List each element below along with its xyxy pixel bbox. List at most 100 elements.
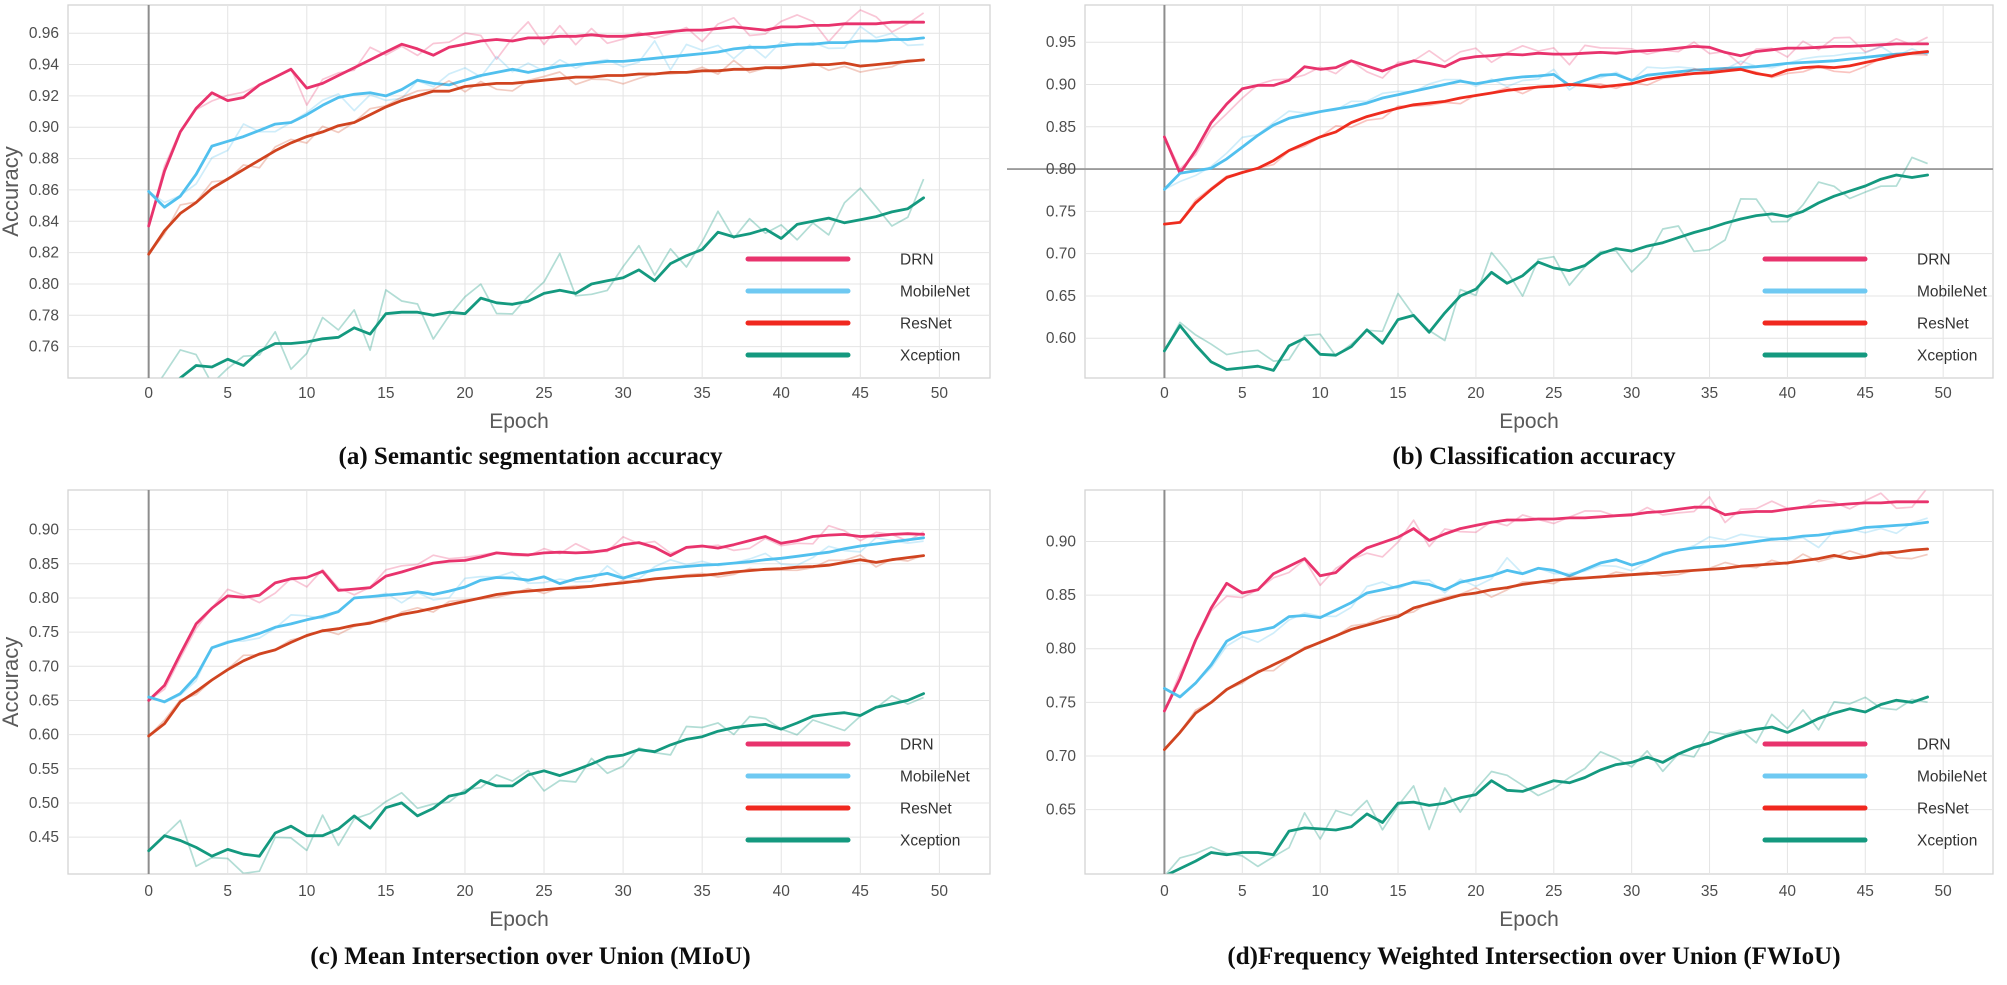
drn-line [1162, 42, 1929, 175]
legend-label-drn: DRN [900, 737, 934, 754]
x-tick-label: 5 [223, 883, 232, 900]
mobilenet-line [1162, 51, 1929, 191]
xception-raw-line [160, 178, 925, 378]
y-tick-label: 0.90 [1046, 533, 1077, 550]
panel-miou: 0.45 0.50 0.55 0.60 0.65 0.70 0.75 0.80 0.85 0.90… [0, 482, 1003, 985]
x-tick-label: 20 [456, 883, 474, 900]
series-group [1162, 36, 1929, 372]
drn-line [147, 20, 925, 228]
legend-label-mobilenet: MobileNet [1917, 284, 1987, 301]
caption-a: (a) Semantic segmentation accuracy [338, 443, 723, 470]
x-tick-label: 15 [377, 385, 394, 402]
x-axis-label: Epoch [489, 908, 549, 931]
y-tick-label: 0.80 [29, 590, 60, 607]
x-tick-label: 50 [1935, 385, 1953, 402]
x-tick-label: 30 [614, 385, 632, 402]
x-tick-label: 20 [1467, 883, 1485, 900]
legend-label-mobilenet: MobileNet [900, 284, 970, 301]
y-tick-label: 0.45 [29, 829, 59, 846]
legend-label-xception: Xception [900, 348, 960, 365]
x-tick-label: 5 [223, 385, 232, 402]
x-tick-label: 40 [773, 883, 791, 900]
y-tick-label: 0.80 [1046, 161, 1077, 178]
x-tick-label: 50 [931, 385, 949, 402]
x-tick-label: 5 [1238, 385, 1247, 402]
x-tick-label: 0 [144, 385, 153, 402]
y-tick-label: 0.96 [29, 25, 59, 42]
legend-label-mobilenet: MobileNet [900, 769, 970, 786]
caption-b: (b) Classification accuracy [1392, 443, 1676, 470]
legend-label-resnet: ResNet [900, 801, 952, 818]
panel-semantic-segmentation-accuracy: 0.76 0.78 0.80 0.82 0.84 0.86 0.88 0.90 0.92 0.94… [0, 0, 1003, 482]
x-tick-label: 20 [456, 385, 474, 402]
x-tick-label: 35 [694, 385, 711, 402]
chart-classification-accuracy: 0.60 0.65 0.70 0.75 0.80 0.85 0.90 0.95 0 5 10 15 20… [1007, 4, 1994, 433]
x-tick-label: 40 [1779, 883, 1797, 900]
legend-label-resnet: ResNet [900, 316, 952, 333]
x-tick-label: 0 [1160, 385, 1169, 402]
y-tick-label: 0.75 [1046, 203, 1076, 220]
series-group [147, 524, 925, 874]
x-tick-label: 30 [614, 883, 632, 900]
y-tick-label: 0.90 [1046, 77, 1077, 94]
mobilenet-line [1162, 520, 1929, 699]
legend-label-xception: Xception [900, 833, 960, 850]
x-axis-label: Epoch [1499, 410, 1559, 433]
y-tick-label: 0.50 [29, 795, 60, 812]
series-group [147, 9, 925, 378]
x-tick-label: 50 [931, 883, 949, 900]
x-tick-label: 45 [1857, 883, 1874, 900]
y-tick-label: 0.94 [29, 57, 60, 74]
y-tick-label: 0.60 [29, 727, 60, 744]
series-group [1162, 490, 1929, 874]
chart-miou: 0.45 0.50 0.55 0.60 0.65 0.70 0.75 0.80 0.85 0.90… [0, 489, 991, 931]
y-tick-label: 0.55 [29, 761, 59, 778]
y-tick-label: 0.75 [1046, 694, 1076, 711]
xception-line [1166, 695, 1929, 874]
y-tick-label: 0.90 [29, 522, 60, 539]
x-tick-label: 5 [1238, 883, 1247, 900]
resnet-line [1162, 547, 1929, 752]
x-tick-label: 45 [852, 883, 869, 900]
legend-label-xception: Xception [1917, 833, 1977, 850]
x-tick-label: 25 [1545, 883, 1562, 900]
panel-fwiou: 0.65 0.70 0.75 0.80 0.85 0.90 0 5 10 15 20 25 30 35 40… [1003, 482, 2007, 985]
y-tick-label: 0.85 [29, 556, 59, 573]
y-tick-label: 0.76 [29, 339, 59, 356]
x-axis-label: Epoch [489, 410, 549, 433]
caption-c: (c) Mean Intersection over Union (MIoU) [310, 943, 751, 970]
x-tick-label: 35 [694, 883, 711, 900]
y-tick-label: 0.84 [29, 213, 60, 230]
y-axis-label: Accuracy [0, 637, 23, 727]
x-tick-label: 15 [1389, 385, 1406, 402]
y-tick-label: 0.80 [29, 276, 60, 293]
xception-line [178, 196, 925, 378]
legend-label-resnet: ResNet [1917, 801, 1969, 818]
y-tick-label: 0.85 [1046, 119, 1076, 136]
y-tick-label: 0.65 [29, 692, 59, 709]
y-tick-label: 0.60 [1046, 330, 1077, 347]
xception-raw-line [1163, 156, 1928, 362]
x-tick-label: 25 [535, 385, 552, 402]
y-tick-label: 0.75 [29, 624, 59, 641]
x-tick-label: 30 [1623, 385, 1641, 402]
chart-semantic-segmentation-accuracy: 0.76 0.78 0.80 0.82 0.84 0.86 0.88 0.90 0.92 0.94… [0, 4, 991, 433]
x-tick-label: 25 [1545, 385, 1562, 402]
x-tick-label: 30 [1623, 883, 1641, 900]
y-tick-label: 0.85 [1046, 587, 1076, 604]
y-tick-label: 0.92 [29, 88, 59, 105]
y-tick-label: 0.70 [1046, 246, 1077, 263]
legend-label-drn: DRN [900, 252, 934, 269]
x-tick-label: 35 [1701, 883, 1718, 900]
legend-label-resnet: ResNet [1917, 316, 1969, 333]
x-tick-label: 25 [535, 883, 552, 900]
x-tick-label: 40 [773, 385, 791, 402]
x-tick-label: 20 [1467, 385, 1485, 402]
legend-label-xception: Xception [1917, 348, 1977, 365]
y-tick-label: 0.70 [1046, 748, 1077, 765]
y-tick-label: 0.80 [1046, 641, 1077, 658]
x-axis-label: Epoch [1499, 908, 1559, 931]
x-tick-label: 45 [1857, 385, 1874, 402]
drn-raw-line [148, 524, 925, 702]
